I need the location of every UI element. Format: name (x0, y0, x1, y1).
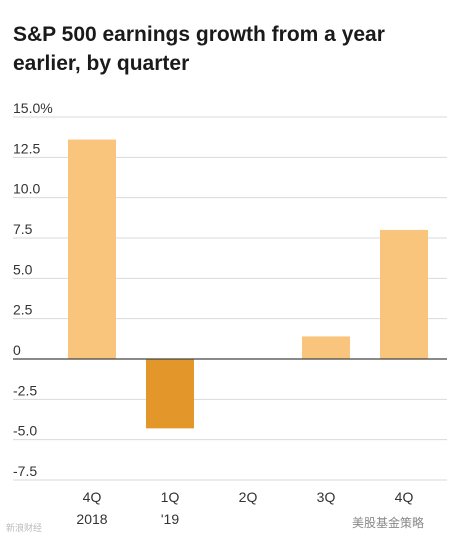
chart-title: S&P 500 earnings growth from a year earl… (13, 23, 385, 75)
watermark-right: 美股基金策略 (352, 516, 425, 530)
x-tick-label: '19 (161, 511, 179, 527)
bar (302, 336, 350, 359)
x-tick-label: 2018 (76, 511, 107, 527)
bar (146, 359, 194, 429)
watermark-left: 新浪财经 (6, 523, 43, 533)
y-tick-label: 12.5 (13, 140, 40, 156)
y-tick-label: 7.5 (13, 221, 33, 237)
y-tick-label: 10.0 (13, 181, 40, 197)
x-tick-label: 4Q (83, 489, 102, 505)
y-tick-label: 0 (13, 342, 21, 358)
y-tick-label: 15.0% (13, 100, 53, 116)
x-tick-label: 4Q (395, 489, 414, 505)
bar (380, 229, 428, 359)
bar (68, 139, 116, 359)
y-tick-label: -7.5 (13, 463, 37, 479)
y-tick-label: 5.0 (13, 261, 33, 277)
y-tick-label: -5.0 (13, 423, 37, 439)
y-tick-label: -2.5 (13, 382, 37, 398)
x-tick-label: 2Q (239, 489, 258, 505)
x-tick-label: 1Q (161, 489, 180, 505)
x-tick-label: 3Q (317, 489, 336, 505)
y-tick-label: 2.5 (13, 302, 33, 318)
